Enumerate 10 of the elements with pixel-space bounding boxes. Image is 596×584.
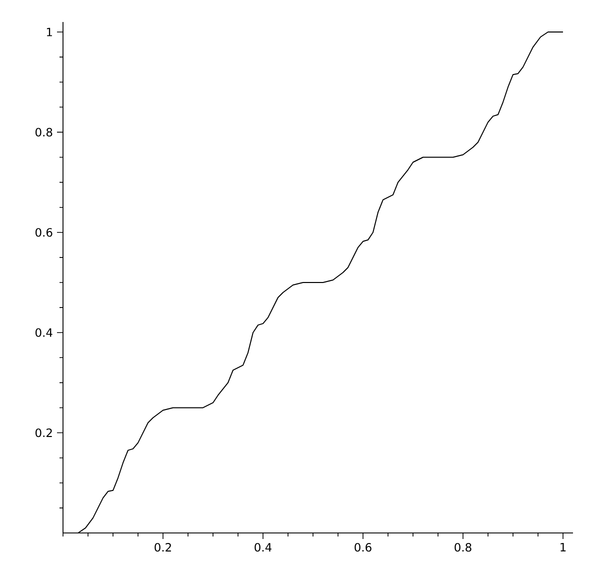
x-tick-label: 1	[560, 543, 566, 552]
y-tick-label: 0.8	[36, 128, 52, 137]
x-tick-label: 0.4	[254, 543, 272, 552]
y-tick-label: 1	[46, 28, 52, 36]
y-tick-label: 0.4	[36, 328, 52, 337]
x-tick-label: 0.6	[354, 543, 372, 552]
y-tick-label: 0.6	[36, 228, 52, 237]
x-tick-label: 0.2	[154, 543, 171, 552]
y-tick-label: 0.2	[36, 428, 52, 438]
x-tick-label: 0.8	[454, 543, 472, 552]
